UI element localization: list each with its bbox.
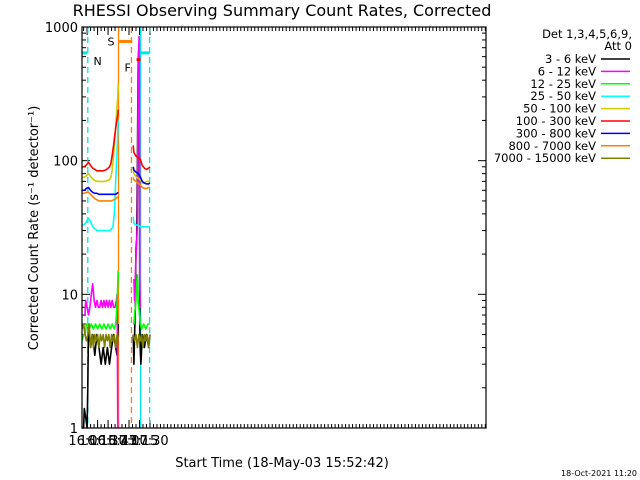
chart-title: RHESSI Observing Summary Count Rates, Co… [73, 1, 492, 20]
axes-frame [81, 26, 487, 429]
legend-label: 6 - 12 keV [538, 64, 596, 78]
y-tick-label: 1000 [45, 21, 78, 36]
legend-label: 25 - 50 keV [530, 89, 596, 103]
x-axis-label: Start Time (18-May-03 15:52:42) [175, 456, 389, 471]
series-line [82, 109, 119, 172]
series-line [81, 270, 119, 341]
x-tick-label: 17:15 [121, 434, 158, 449]
y-axis-label: Corrected Count Rate (s⁻¹ detector⁻¹) [27, 106, 42, 351]
series-line [133, 273, 150, 330]
series-line [84, 282, 119, 429]
series-line [132, 46, 151, 366]
legend-label: 50 - 100 keV [523, 102, 596, 116]
series-line [132, 216, 150, 228]
detector-info-line-2: Att 0 [604, 39, 632, 53]
series-line [82, 120, 119, 232]
timestamp: 18-Oct-2021 11:20 [561, 469, 637, 478]
x-tick-label: 16:45 [100, 434, 137, 449]
series-line [82, 191, 119, 202]
series-line [132, 333, 151, 349]
x-tick-label: 17:00 [110, 434, 147, 449]
plot-area: 1 10 100 1000 16:0016:1516:3016:4517:0017:15… [45, 21, 487, 449]
legend-label: 12 - 25 keV [530, 77, 596, 91]
x-tick-label: 17:30 [131, 434, 168, 449]
legend-label: 300 - 800 keV [516, 126, 596, 140]
legend-label: 100 - 300 keV [516, 114, 596, 128]
y-tick-label: 100 [53, 155, 78, 170]
series-line [132, 145, 151, 171]
x-tick-label: 16:30 [89, 434, 126, 449]
series-line [132, 177, 150, 190]
flag-label: N [93, 55, 101, 68]
series-line [132, 166, 151, 185]
y-tick-label: 10 [61, 288, 78, 303]
series-line [82, 186, 119, 196]
series-line [81, 323, 119, 349]
legend-label: 3 - 6 keV [545, 52, 596, 66]
x-tick-label: 16:00 [68, 434, 105, 449]
legend-label: 800 - 7000 keV [508, 139, 596, 153]
x-tick-label: 16:15 [79, 434, 116, 449]
y-tick-label: 1 [70, 422, 78, 437]
legend-label: 7000 - 15000 keV [494, 151, 596, 165]
detector-info-line-1: Det 1,3,4,5,6,9, [542, 27, 632, 41]
series-line [132, 166, 150, 184]
flag-label: S [107, 35, 114, 48]
series-line [133, 35, 141, 309]
flag-label: F [125, 62, 131, 75]
